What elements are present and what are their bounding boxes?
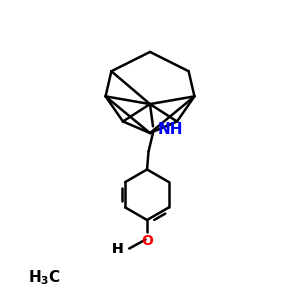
Text: H: H: [112, 242, 123, 256]
Text: H: H: [112, 242, 123, 256]
Text: O: O: [141, 234, 153, 248]
Text: $\mathregular{H_3C}$: $\mathregular{H_3C}$: [28, 268, 61, 286]
Text: NH: NH: [158, 122, 183, 137]
